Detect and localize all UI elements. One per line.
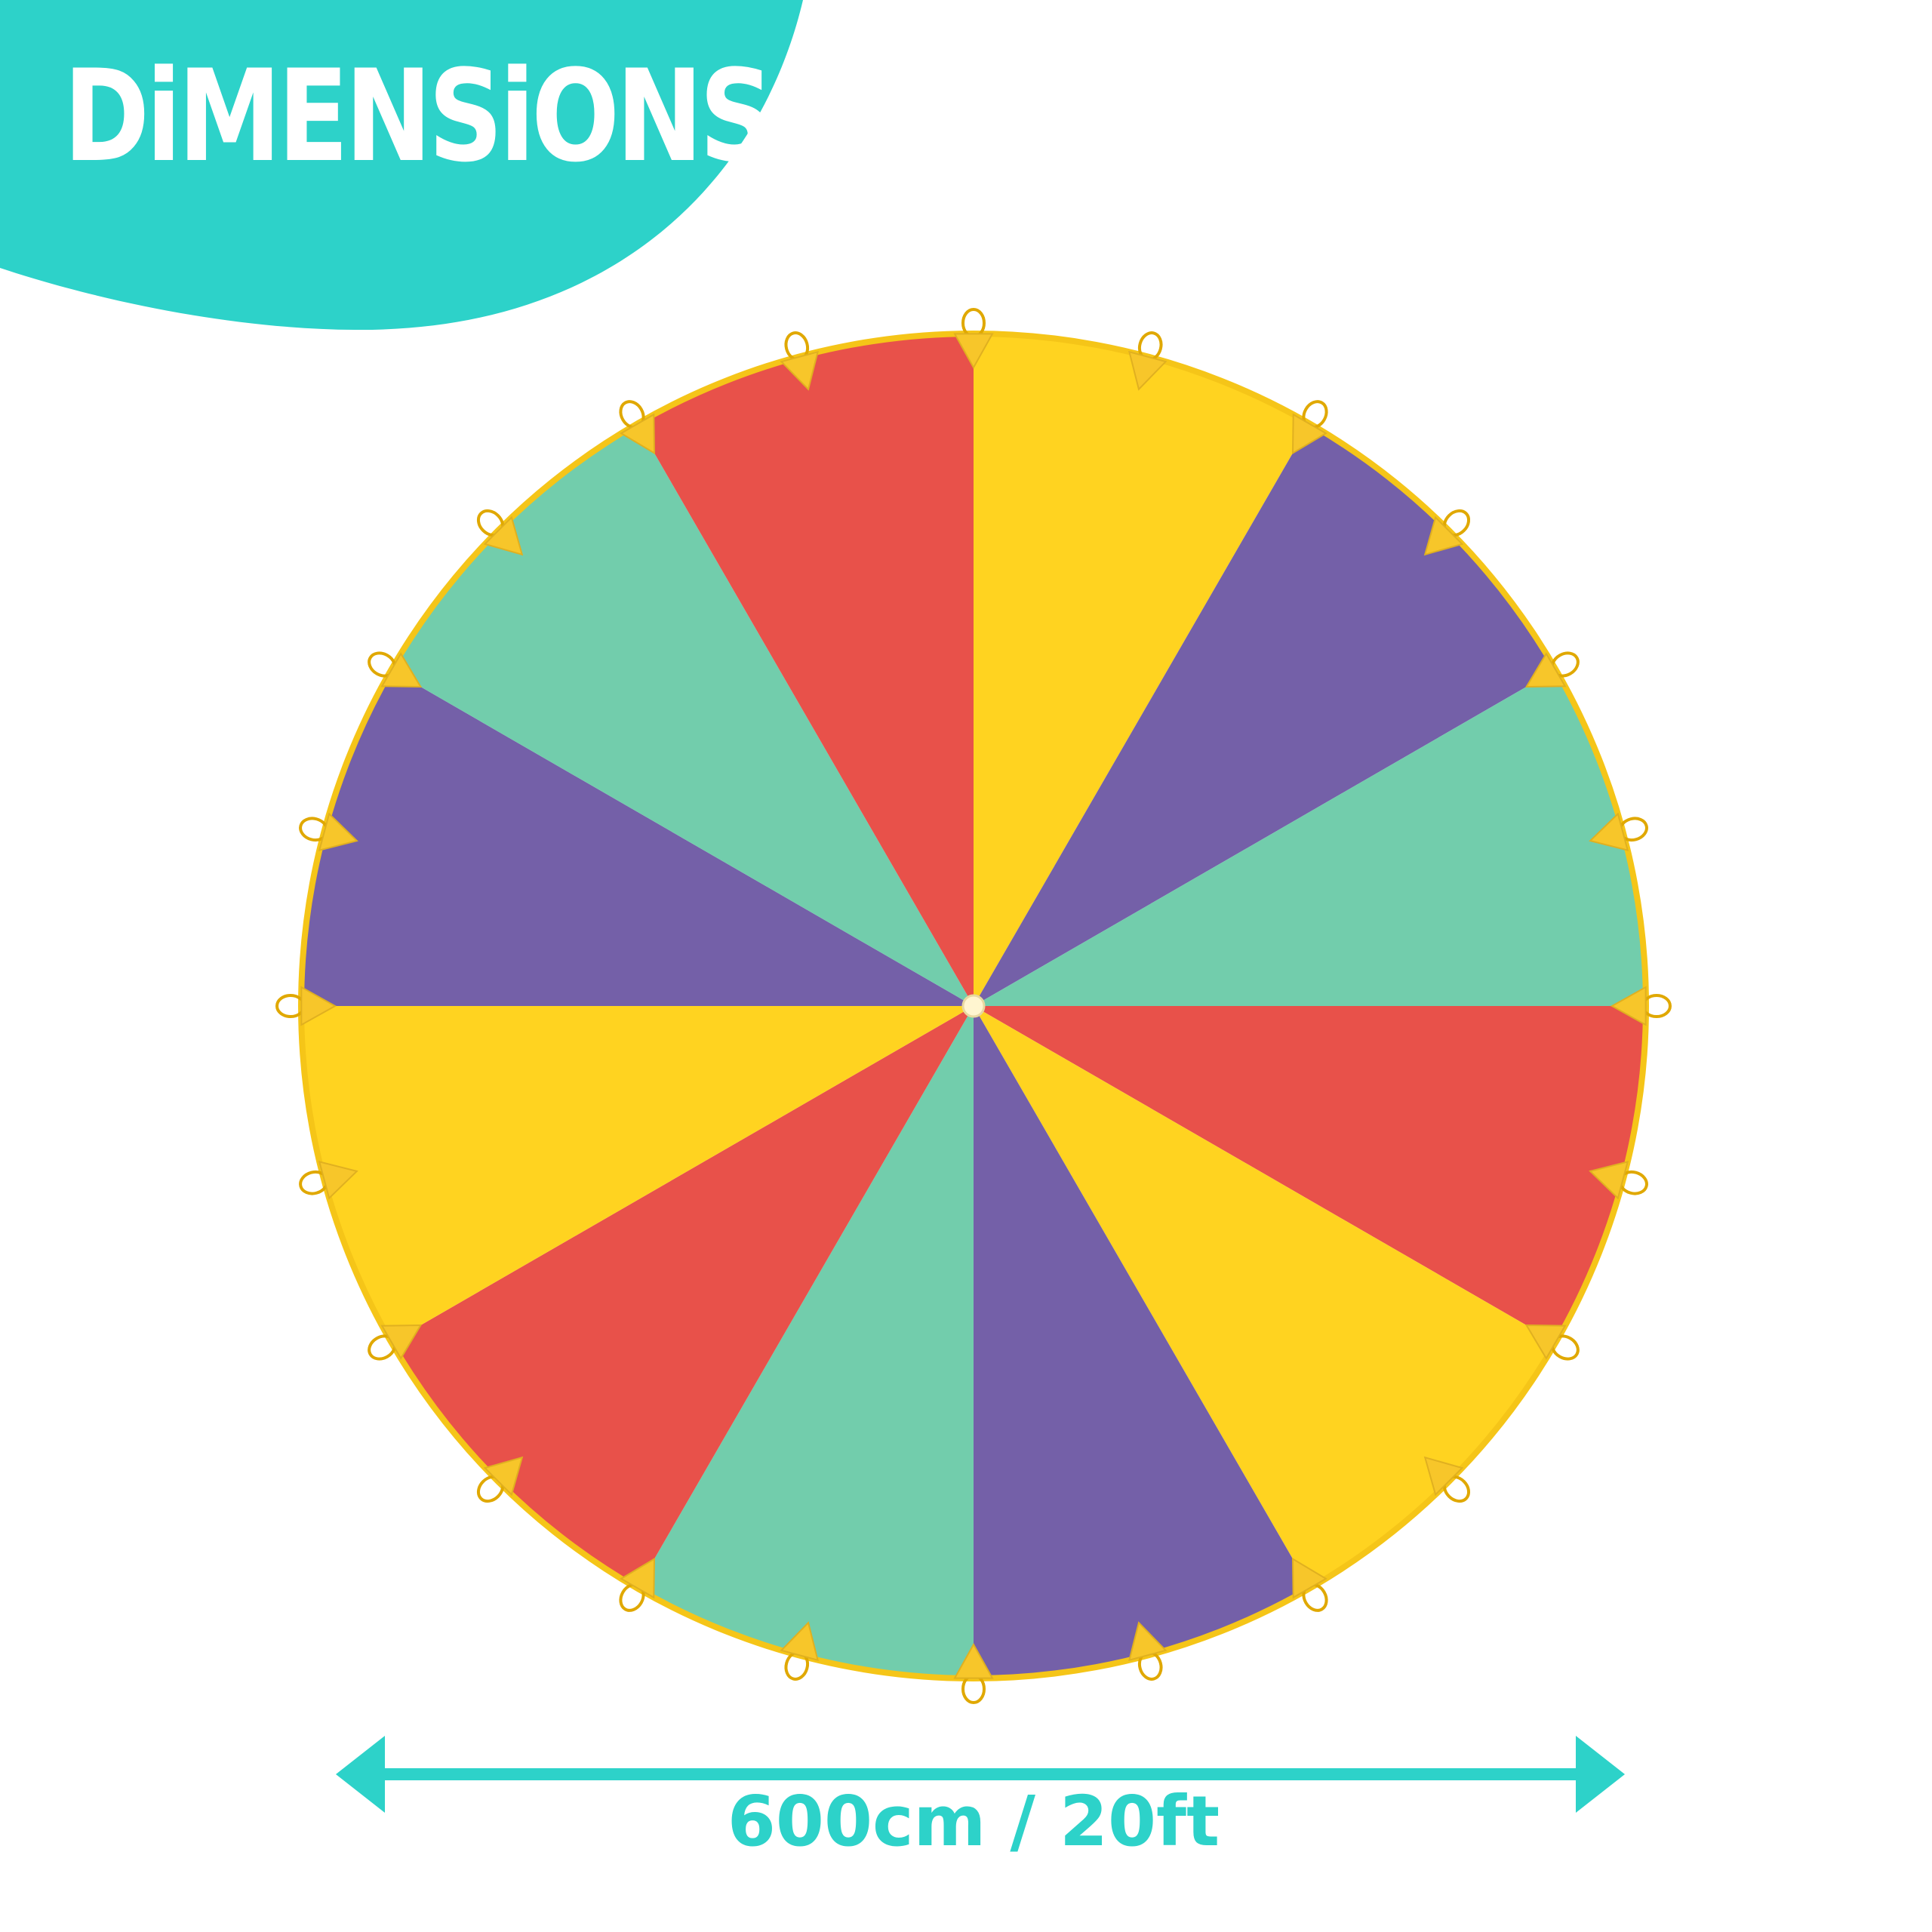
parachute-handle — [1128, 1621, 1168, 1681]
center-hole — [961, 994, 986, 1018]
parachute-segment — [974, 1006, 1310, 1679]
parachute-segment — [391, 423, 974, 1006]
page-title: DiMENSiONS — [63, 42, 774, 190]
parachute-handle — [1423, 1456, 1471, 1503]
parachute-handle — [476, 1456, 524, 1503]
parachute-handle — [476, 509, 524, 556]
parachute-handle — [1589, 1161, 1648, 1200]
parachute-segment — [974, 423, 1556, 1006]
parachute-handle — [953, 1642, 994, 1704]
dimension-arrow — [336, 1736, 1625, 1813]
parachute-handle — [953, 308, 994, 370]
parachute-handle — [1291, 1557, 1328, 1612]
parachute-segment — [974, 1006, 1646, 1343]
parachute-segment — [974, 334, 1310, 1006]
parachute-segment — [301, 669, 974, 1006]
parachute-handle — [1128, 331, 1168, 391]
parachute-handle — [619, 400, 656, 455]
parachute-handle — [1423, 509, 1471, 556]
parachute-segment — [974, 669, 1646, 1006]
parachute-handle — [1524, 651, 1580, 688]
parachute-segment — [974, 1006, 1556, 1589]
parachute-handle — [619, 1557, 656, 1612]
parachute-segment — [637, 1006, 974, 1678]
parachute-handle — [299, 812, 358, 851]
parachute-handle — [368, 1324, 423, 1361]
parachute-segment — [637, 334, 974, 1006]
parachute-handle — [1610, 986, 1672, 1026]
parachute-handle — [780, 1621, 819, 1681]
header-banner — [0, 0, 803, 331]
parachute-handle — [1291, 400, 1328, 455]
dimension-label: 600cm / 20ft — [727, 1781, 1220, 1862]
parachute-handle — [1524, 1324, 1580, 1361]
parachute-handle — [368, 651, 423, 688]
parachute-handle — [299, 1161, 358, 1200]
parachute-segment — [391, 1006, 974, 1589]
parachute-segment — [301, 1006, 974, 1343]
parachute-handle — [275, 986, 337, 1026]
parachute-handle — [780, 331, 819, 391]
parachute-handle — [1589, 812, 1648, 851]
